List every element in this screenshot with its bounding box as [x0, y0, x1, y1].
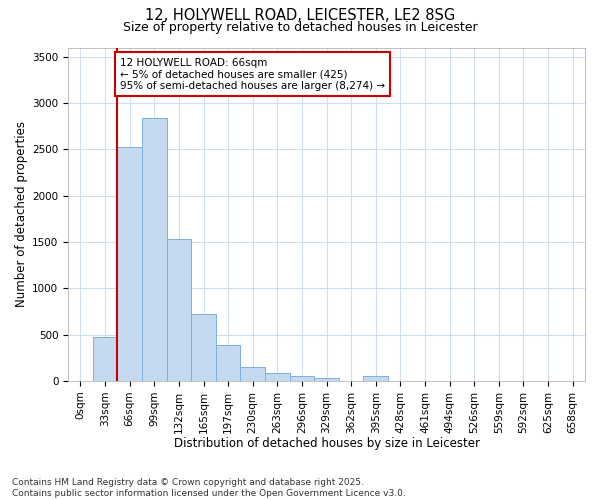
Bar [290, 376, 314, 381]
Text: 12, HOLYWELL ROAD, LEICESTER, LE2 8SG: 12, HOLYWELL ROAD, LEICESTER, LE2 8SG [145, 8, 455, 22]
Text: 12 HOLYWELL ROAD: 66sqm
← 5% of detached houses are smaller (425)
95% of semi-de: 12 HOLYWELL ROAD: 66sqm ← 5% of detached… [120, 58, 385, 91]
Bar [118, 146, 142, 381]
Bar [191, 314, 216, 381]
Bar [167, 240, 191, 381]
Text: Contains HM Land Registry data © Crown copyright and database right 2025.
Contai: Contains HM Land Registry data © Crown c… [12, 478, 406, 498]
Bar [314, 378, 339, 381]
Bar [142, 118, 167, 381]
Bar [241, 366, 265, 381]
Bar [93, 338, 118, 381]
Bar [216, 345, 241, 381]
Bar [265, 372, 290, 381]
Bar [364, 376, 388, 381]
Y-axis label: Number of detached properties: Number of detached properties [15, 121, 28, 307]
Text: Size of property relative to detached houses in Leicester: Size of property relative to detached ho… [122, 21, 478, 34]
X-axis label: Distribution of detached houses by size in Leicester: Distribution of detached houses by size … [173, 437, 479, 450]
